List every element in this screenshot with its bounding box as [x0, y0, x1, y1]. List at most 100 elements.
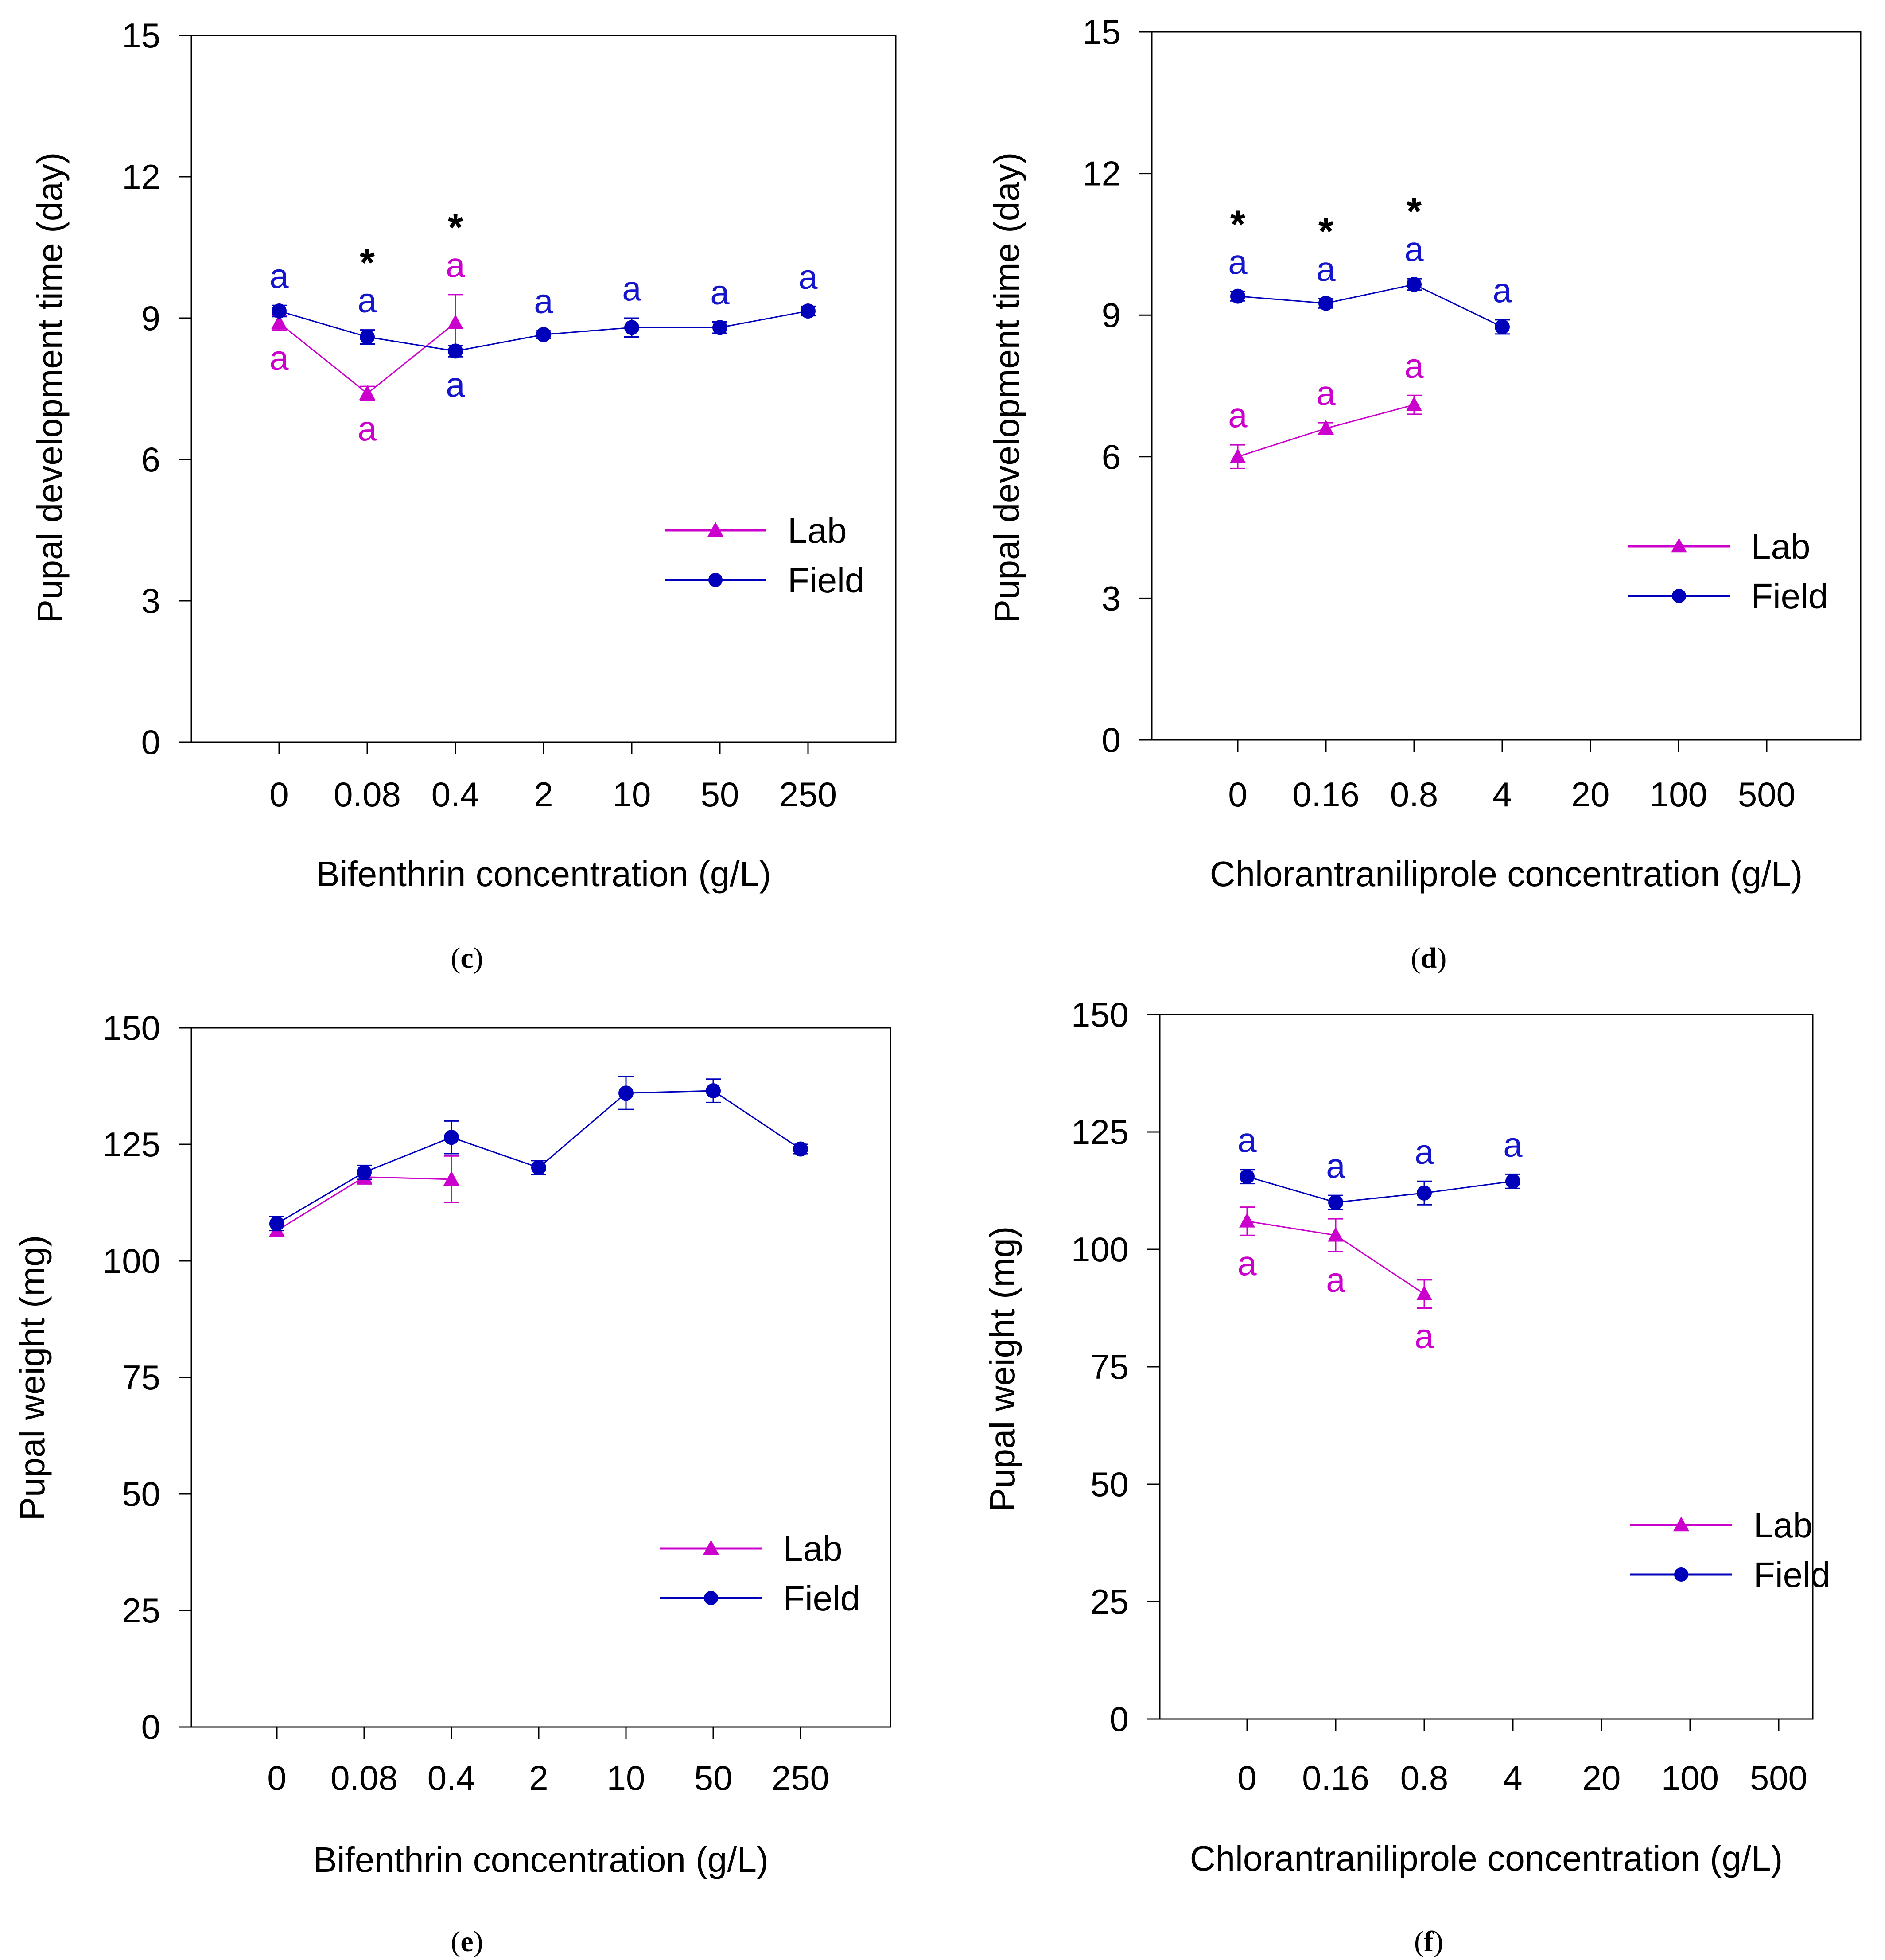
x-tick-label: 20 [1571, 775, 1610, 814]
significance-letter: a [1503, 1125, 1523, 1164]
legend-marker-lab [1671, 538, 1687, 553]
significance-letter: a [1404, 229, 1424, 268]
y-tick-label: 50 [1090, 1465, 1129, 1504]
legend-marker-field [704, 1591, 718, 1605]
y-tick-label: 9 [141, 299, 160, 338]
significance-letter: a [1404, 346, 1424, 385]
data-point-lab [359, 385, 376, 400]
y-tick-label: 0 [1110, 1699, 1129, 1738]
legend-marker-lab [707, 522, 724, 537]
significance-letter: a [1316, 249, 1336, 288]
y-tick-label: 25 [122, 1591, 160, 1630]
legend: Lab Field [660, 1529, 860, 1618]
y-tick-label: 0 [141, 1707, 160, 1746]
data-point-field [801, 303, 816, 319]
x-tick-label: 250 [779, 775, 837, 814]
y-axis-label: Pupal weight (mg) [12, 1235, 52, 1521]
data-point-field [1240, 1169, 1255, 1184]
data-point-field [272, 303, 287, 319]
x-tick-label: 0 [269, 775, 288, 814]
data-point-lab [1318, 420, 1334, 435]
x-tick-label: 0.08 [334, 775, 401, 814]
data-point-field [1505, 1174, 1520, 1189]
legend-marker-field [1674, 1567, 1688, 1582]
x-tick-label: 0.16 [1302, 1758, 1369, 1797]
y-tick-label: 75 [122, 1358, 160, 1397]
significance-letter: a [358, 281, 377, 320]
caption-f: (f) [1414, 1925, 1443, 1958]
data-point-field [1417, 1185, 1432, 1201]
significance-asterisk: * [1407, 189, 1422, 233]
series-lab: a a a [1228, 346, 1424, 469]
x-axis-label: Chlorantraniliprole concentration (g/L) [1190, 1839, 1783, 1878]
y-tick-label: 6 [1102, 437, 1121, 476]
series-lab: a a a [1237, 1206, 1434, 1356]
x-tick-label: 10 [613, 775, 651, 814]
x-tick-label: 0.8 [1400, 1758, 1448, 1797]
y-tick-label: 3 [141, 581, 160, 620]
data-point-lab [443, 1171, 460, 1186]
data-point-lab [1229, 448, 1246, 463]
y-tick-label: 6 [141, 440, 160, 479]
panel-e: 0 25 50 75 100 125 150 0 0.08 0.4 2 10 50 250 Bifenthr… [12, 1008, 891, 1879]
y-tick-label: 100 [103, 1241, 160, 1280]
data-point-field [1230, 288, 1245, 304]
data-point-field [618, 1085, 634, 1101]
significance-letter: a [358, 409, 377, 448]
y-tick-label: 0 [141, 723, 160, 762]
data-point-field [1495, 319, 1510, 334]
data-point-field [536, 327, 551, 342]
data-point-field [448, 343, 463, 359]
x-tick-label: 0.4 [431, 775, 479, 814]
caption-e: (e) [451, 1925, 483, 1958]
x-tick-label: 0.08 [330, 1758, 398, 1797]
data-point-field [269, 1216, 284, 1231]
x-tick-label: 0.8 [1390, 775, 1438, 814]
y-tick-label: 15 [122, 16, 160, 55]
x-tick-label: 4 [1492, 775, 1512, 814]
data-point-field [706, 1083, 721, 1099]
y-tick-label: 15 [1082, 12, 1121, 51]
significance-letter: a [1415, 1132, 1434, 1171]
data-point-lab [447, 314, 464, 329]
y-tick-label: 3 [1102, 579, 1121, 618]
significance-letter: a [1415, 1317, 1434, 1356]
x-tick-label: 2 [529, 1758, 548, 1797]
data-point-field [793, 1141, 808, 1157]
legend-marker-field [1672, 589, 1686, 603]
legend-label-lab: Lab [788, 511, 847, 550]
x-tick-label: 2 [534, 775, 553, 814]
significance-letter: a [1228, 396, 1248, 435]
significance-letter: a [1492, 271, 1512, 310]
significance-letter: a [534, 282, 553, 321]
data-point-field [712, 320, 727, 335]
data-point-field [1328, 1195, 1343, 1210]
y-tick-label: 12 [122, 157, 160, 196]
data-point-lab [1327, 1227, 1344, 1242]
legend: Lab Field [1630, 1505, 1830, 1594]
x-tick-label: 0 [1237, 1758, 1256, 1797]
legend: Lab Field [1628, 527, 1828, 616]
legend-marker-lab [1673, 1517, 1690, 1532]
panel-c: 0 3 6 9 12 15 0 0.08 0.4 2 10 50 250 Bifenthrin conce… [30, 16, 897, 894]
data-point-field [360, 329, 375, 345]
series-line-field [1237, 284, 1503, 328]
x-tick-label: 0 [267, 1758, 286, 1797]
legend-label-lab: Lab [783, 1529, 842, 1568]
x-tick-label: 0 [1228, 775, 1247, 814]
significance-letter: a [622, 269, 641, 308]
y-tick-label: 0 [1102, 720, 1121, 759]
data-point-field [1318, 296, 1333, 311]
legend-label-lab: Lab [1753, 1505, 1812, 1545]
panel-f: 0 25 50 75 100 125 150 0 0.16 0.8 4 20 100 500 Chloran… [983, 995, 1830, 1878]
series-line-field [1247, 1176, 1513, 1203]
y-tick-label: 125 [1071, 1112, 1129, 1151]
x-axis-label: Chlorantraniliprole concentration (g/L) [1210, 854, 1803, 894]
series-field: a a a a a a a [269, 256, 818, 404]
x-tick-label: 500 [1738, 775, 1796, 814]
significance-letter: a [446, 245, 465, 284]
data-point-field [531, 1160, 546, 1175]
y-tick-label: 50 [122, 1474, 160, 1513]
